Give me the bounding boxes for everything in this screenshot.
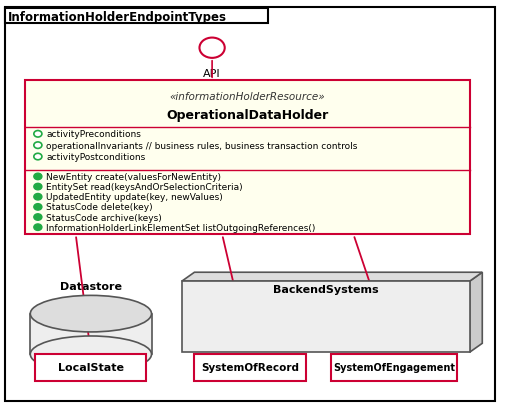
Text: OperationalDataHolder: OperationalDataHolder [166,109,329,122]
Circle shape [34,174,42,180]
Circle shape [199,38,225,59]
Text: API: API [204,69,221,79]
FancyBboxPatch shape [30,314,152,354]
Text: EntitySet read(keysAndOrSelectionCriteria): EntitySet read(keysAndOrSelectionCriteri… [46,183,243,192]
FancyBboxPatch shape [5,8,495,401]
Polygon shape [182,273,482,281]
FancyBboxPatch shape [194,354,306,381]
Text: activityPostconditions: activityPostconditions [46,153,146,162]
Circle shape [34,184,42,190]
Circle shape [34,154,42,160]
FancyBboxPatch shape [5,9,268,24]
FancyBboxPatch shape [35,354,146,381]
Polygon shape [470,273,482,352]
Ellipse shape [30,336,152,373]
Text: StatusCode archive(keys): StatusCode archive(keys) [46,213,162,222]
Text: StatusCode delete(key): StatusCode delete(key) [46,203,153,212]
Text: activityPreconditions: activityPreconditions [46,130,141,139]
Ellipse shape [30,296,152,332]
Text: InformationHolderEndpointTypes: InformationHolderEndpointTypes [8,11,227,23]
Circle shape [34,131,42,138]
Circle shape [34,224,42,231]
FancyBboxPatch shape [182,281,470,352]
Text: operationalInvariants // business rules, business transaction controls: operationalInvariants // business rules,… [46,141,358,150]
Text: Datastore: Datastore [60,281,122,292]
Circle shape [34,204,42,211]
Text: «informationHolderResource»: «informationHolderResource» [170,92,325,102]
Text: InformationHolderLinkElementSet listOutgoingReferences(): InformationHolderLinkElementSet listOutg… [46,223,316,232]
Text: NewEntity create(valuesForNewEntity): NewEntity create(valuesForNewEntity) [46,173,222,181]
Text: SystemOfRecord: SystemOfRecord [201,362,299,373]
FancyBboxPatch shape [25,81,470,235]
Text: BackendSystems: BackendSystems [273,285,379,294]
Text: SystemOfEngagement: SystemOfEngagement [333,362,455,373]
Circle shape [34,143,42,149]
FancyBboxPatch shape [331,354,457,381]
Circle shape [34,194,42,200]
Text: UpdatedEntity update(key, newValues): UpdatedEntity update(key, newValues) [46,193,223,202]
Text: LocalState: LocalState [58,362,124,373]
Circle shape [34,214,42,221]
